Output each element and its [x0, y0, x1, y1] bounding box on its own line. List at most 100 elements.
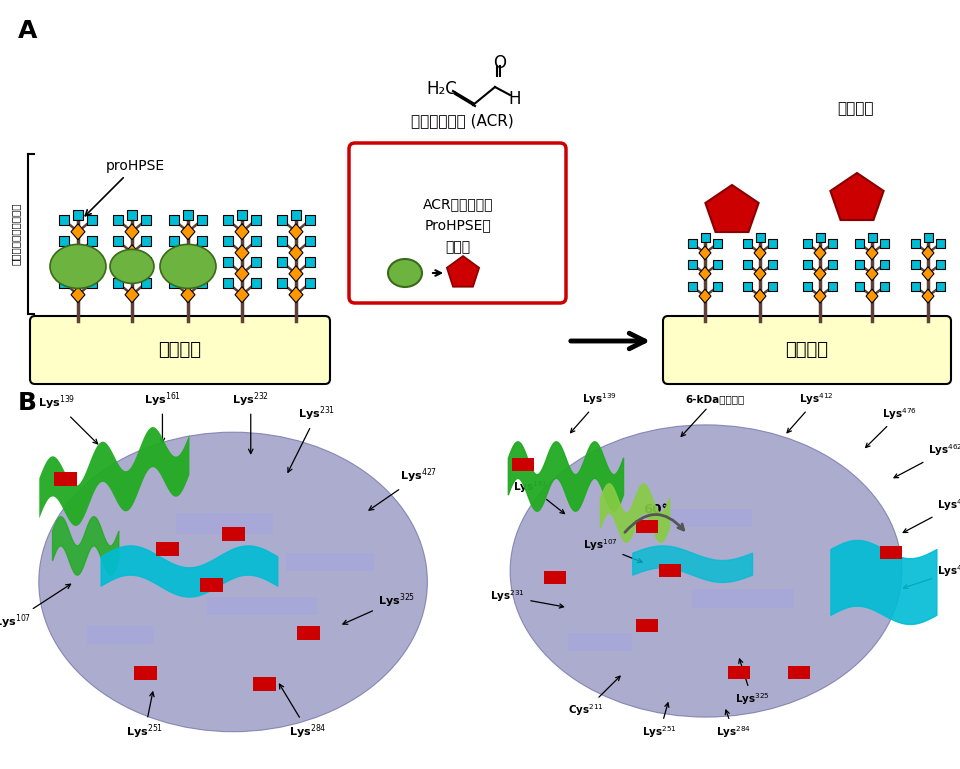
Polygon shape [71, 224, 85, 240]
Bar [113, 236, 123, 246]
Bar [880, 282, 889, 291]
Text: 糖衣分解: 糖衣分解 [837, 102, 874, 116]
Text: O: O [493, 54, 507, 72]
Bar [713, 239, 722, 248]
Ellipse shape [50, 245, 106, 288]
Bar [197, 278, 207, 288]
Text: Lys$^{325}$: Lys$^{325}$ [343, 591, 415, 624]
Bar [87, 278, 97, 288]
Bar [936, 282, 945, 291]
Text: Lys$^{462}$: Lys$^{462}$ [894, 442, 960, 478]
Bar [59, 236, 69, 246]
Text: 60°: 60° [643, 503, 668, 516]
FancyBboxPatch shape [349, 143, 566, 303]
Text: Lys$^{325}$: Lys$^{325}$ [734, 659, 770, 707]
Bar [692, 589, 794, 608]
Text: Lys$^{139}$: Lys$^{139}$ [570, 391, 617, 433]
Bar [277, 257, 287, 267]
Polygon shape [235, 245, 249, 261]
Bar [253, 677, 276, 691]
Text: Lys$^{412}$: Lys$^{412}$ [787, 391, 834, 433]
Bar [305, 257, 315, 267]
Bar [277, 236, 287, 246]
Bar [305, 278, 315, 288]
Bar [277, 278, 287, 288]
Bar [59, 278, 69, 288]
Bar [277, 215, 287, 225]
Polygon shape [181, 245, 195, 261]
Bar [222, 528, 245, 541]
Bar [113, 257, 123, 267]
Ellipse shape [160, 245, 216, 288]
Bar [169, 215, 179, 225]
Bar [701, 233, 710, 242]
Bar [298, 626, 320, 640]
Text: Lys$^{427}$: Lys$^{427}$ [903, 498, 960, 532]
Bar [87, 257, 97, 267]
Bar [141, 236, 151, 246]
Bar [816, 233, 825, 242]
Bar [567, 633, 633, 651]
Polygon shape [446, 256, 479, 287]
Polygon shape [181, 287, 195, 303]
Bar [113, 278, 123, 288]
FancyBboxPatch shape [30, 316, 330, 384]
Bar [669, 509, 752, 528]
Text: 内皮細胞: 内皮細胞 [158, 341, 202, 359]
Bar [636, 520, 658, 533]
Text: Lys$^{251}$: Lys$^{251}$ [126, 692, 163, 741]
Polygon shape [699, 267, 711, 281]
Polygon shape [235, 287, 249, 303]
Ellipse shape [38, 432, 427, 732]
Text: Lys$^{161}$: Lys$^{161}$ [514, 479, 564, 514]
Bar [291, 210, 301, 220]
Polygon shape [922, 289, 934, 303]
Bar [880, 239, 889, 248]
Polygon shape [125, 287, 139, 303]
Bar [788, 666, 810, 679]
Bar [223, 215, 233, 225]
Bar [924, 233, 933, 242]
Bar [868, 233, 877, 242]
Bar [141, 215, 151, 225]
Polygon shape [71, 287, 85, 303]
Bar [54, 472, 77, 486]
Text: Lys$^{427}$: Lys$^{427}$ [369, 467, 437, 510]
Text: proHPSE: proHPSE [85, 159, 164, 216]
Bar [59, 215, 69, 225]
Polygon shape [71, 245, 85, 261]
Text: H₂C: H₂C [426, 80, 457, 98]
Bar [855, 282, 864, 291]
Bar [828, 282, 837, 291]
Polygon shape [289, 287, 303, 303]
Polygon shape [699, 289, 711, 303]
Bar [880, 546, 902, 558]
Bar [688, 239, 697, 248]
Bar [251, 215, 261, 225]
Bar [936, 260, 945, 268]
Bar [636, 619, 658, 631]
Bar [828, 239, 837, 248]
Bar [688, 260, 697, 268]
Bar [743, 239, 752, 248]
Ellipse shape [388, 259, 422, 287]
Polygon shape [125, 245, 139, 261]
Bar [305, 215, 315, 225]
Bar [713, 260, 722, 268]
Bar [251, 236, 261, 246]
Text: Lys$^{284}$: Lys$^{284}$ [716, 710, 751, 740]
Bar [803, 260, 812, 268]
Polygon shape [181, 224, 195, 240]
Bar [127, 210, 137, 220]
Polygon shape [125, 224, 139, 240]
Text: 内皮細胞: 内皮細胞 [785, 341, 828, 359]
Bar [728, 666, 750, 679]
Text: 6-kDaリンカー: 6-kDaリンカー [682, 394, 745, 436]
Bar [223, 236, 233, 246]
Polygon shape [866, 246, 878, 260]
Bar [169, 257, 179, 267]
Bar [156, 541, 179, 556]
Bar [543, 571, 565, 584]
Ellipse shape [510, 424, 901, 717]
Bar [688, 282, 697, 291]
